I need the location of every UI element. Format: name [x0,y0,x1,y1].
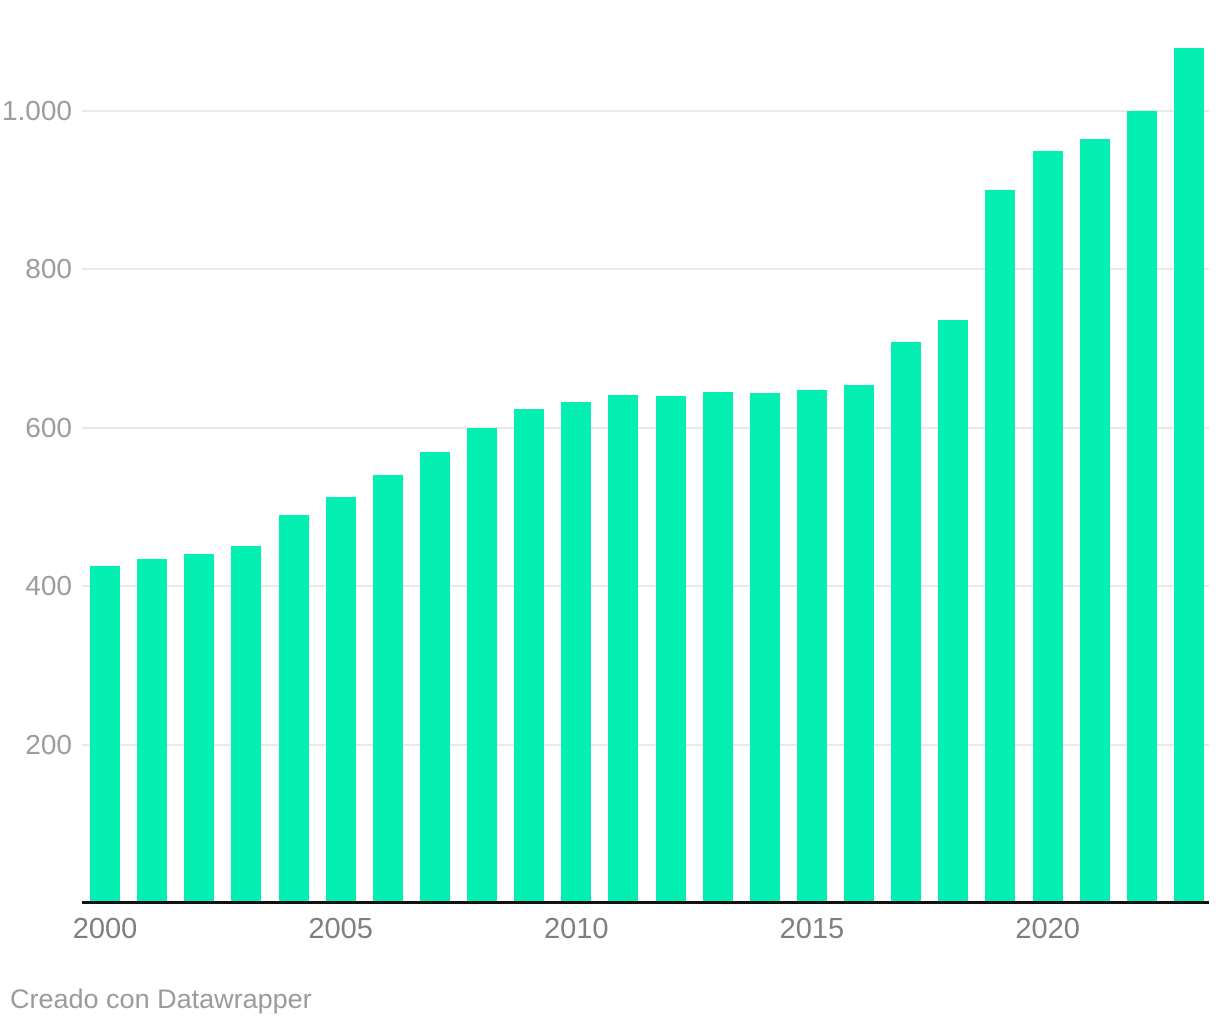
bar-2014[interactable] [749,392,780,903]
bar-2000[interactable] [90,566,120,903]
bar-2007[interactable] [419,451,450,903]
bar-2006[interactable] [372,474,403,903]
x-axis-tick-label: 2000 [72,913,138,945]
bar-2012[interactable] [655,396,686,903]
gridline [82,268,1209,271]
gridline [82,585,1209,588]
bar-2002[interactable] [184,553,215,903]
bar-2008[interactable] [467,427,498,903]
bar-2003[interactable] [231,545,262,903]
bar-2001[interactable] [137,559,168,903]
gridline [82,110,1209,112]
bar-2019[interactable] [985,190,1016,903]
bar-2017[interactable] [891,342,922,903]
y-axis-tick-label: 200 [25,728,72,760]
bar-2018[interactable] [938,320,969,903]
bar-2010[interactable] [561,401,592,903]
x-axis-baseline [82,901,1209,904]
x-axis-tick-label: 2020 [1015,913,1080,945]
bar-2004[interactable] [278,514,309,903]
x-axis-tick-label: 2010 [544,913,609,945]
y-axis-tick-label: 600 [25,411,72,443]
y-axis-tick-label: 1.000 [1,95,72,126]
bar-2009[interactable] [514,408,545,903]
bar-2023[interactable] [1173,47,1204,903]
bar-2011[interactable] [608,395,639,903]
bar-2021[interactable] [1079,138,1110,903]
x-axis-tick-label: 2005 [308,913,373,945]
bar-2005[interactable] [325,496,356,903]
gridline [82,743,1209,746]
x-axis-tick-label: 2015 [779,913,845,945]
bar-2013[interactable] [702,392,733,903]
bar-2016[interactable] [844,385,875,903]
bar-2015[interactable] [796,389,827,903]
bar-2020[interactable] [1032,150,1063,903]
gridline [82,426,1209,429]
y-axis-tick-label: 400 [25,570,72,602]
bar-2022[interactable] [1126,111,1157,903]
datawrapper-credit-link[interactable]: Creado con Datawrapper [10,984,312,1014]
y-axis-tick-label: 800 [25,253,72,285]
